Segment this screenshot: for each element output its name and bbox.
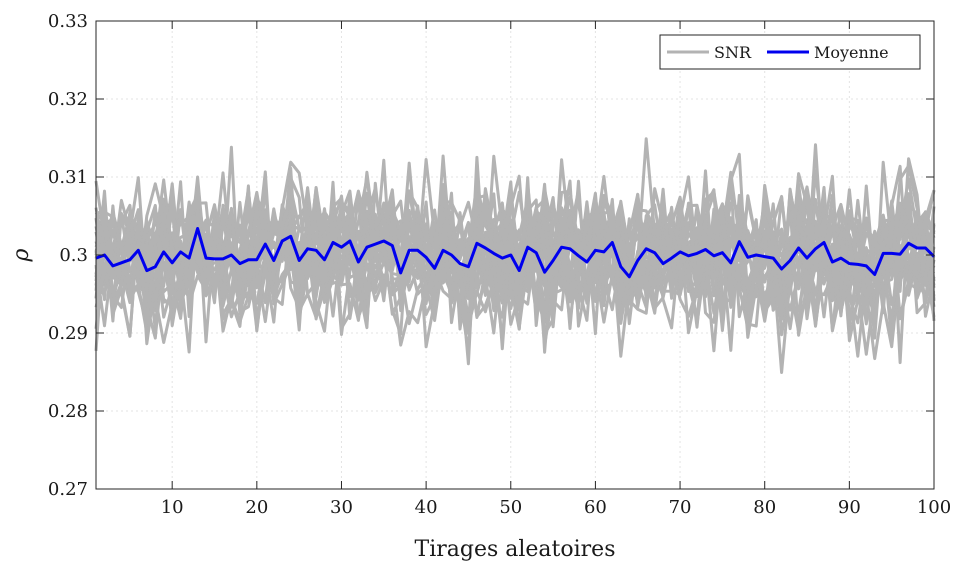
snr-trace-29 [94,172,936,366]
x-tick-label-2: 30 [330,497,353,518]
y-tick-label-5: 0.32 [48,89,88,110]
y-tick-label-3: 0.3 [59,245,88,266]
mean-series-line [95,227,936,279]
x-tick-label-1: 20 [245,497,268,518]
legend-label-snr: SNR [714,43,752,62]
x-tick-label-3: 40 [415,497,438,518]
legend-label-moyenne: Moyenne [814,43,889,62]
x-tick-label-9: 100 [917,497,951,518]
x-tick-labels: 10 20 30 40 50 60 70 80 90 100 [161,497,951,518]
y-tick-label-6: 0.33 [48,11,88,32]
x-tick-label-6: 70 [669,497,692,518]
y-tick-label-1: 0.28 [48,401,88,422]
y-tick-labels: 0.27 0.28 0.29 0.3 0.31 0.32 0.33 [48,11,88,500]
y-tick-label-0: 0.27 [48,479,88,500]
axis-ticks [96,20,935,490]
x-tick-label-8: 90 [838,497,861,518]
snr-trace-28 [94,155,936,347]
x-tick-label-0: 10 [161,497,184,518]
snr-traces [94,137,936,374]
x-tick-label-7: 80 [753,497,776,518]
x-tick-label-4: 50 [499,497,522,518]
snr-trace-26 [95,199,936,354]
y-tick-label-4: 0.31 [48,167,88,188]
x-axis-label: Tirages aleatoires [415,537,616,561]
y-axis-label: ρ [9,248,34,262]
y-tick-label-2: 0.29 [48,323,88,344]
legend: SNR Moyenne [659,34,921,70]
x-tick-label-5: 60 [584,497,607,518]
